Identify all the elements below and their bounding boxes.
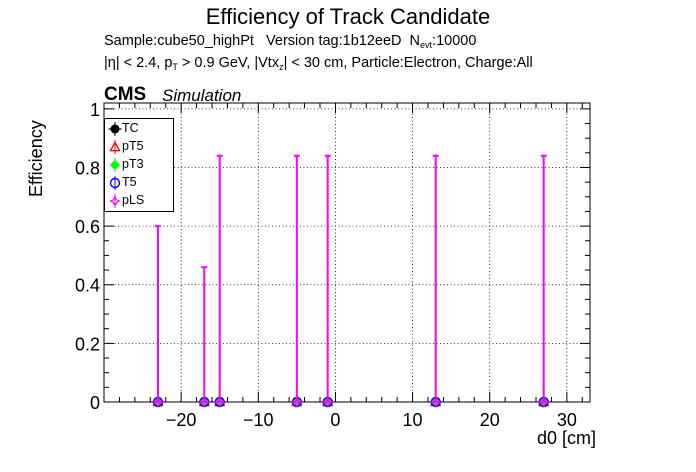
legend-entry-pt3: pT3 [105,156,175,174]
legend-label: TC [122,121,139,135]
y-tick-label: 0.2 [75,334,100,354]
marker-pls [109,195,121,207]
x-tick-label: 20 [480,410,500,430]
pt-subscript: T [172,62,178,72]
plot-frame [103,102,591,403]
selection-cuts: |η| < 2.4, pT > 0.9 GeV, |Vtxz| < 30 cm,… [104,55,533,72]
legend-entry-pt5: pT5 [105,138,175,156]
x-axis-title: d0 [cm] [536,428,596,448]
y-tick-label: 0.6 [75,217,100,237]
y-axis-title: Efficiency [26,120,46,197]
simulation-label: Simulation [162,86,242,105]
series-pls [152,154,550,408]
legend-label: pLS [122,193,145,207]
x-tick-label: 0 [330,410,340,430]
nevt-label: N [409,33,421,49]
vtx-subscript: z [279,62,284,72]
nevt-value: :10000 [432,33,477,49]
data-marks [151,154,551,408]
marker-pls [213,396,226,408]
version-tag: Version tag:1b12eeD [266,33,402,49]
y-tick-label: 1 [90,100,100,120]
legend-label: pT5 [122,139,144,153]
legend-label: T5 [122,175,137,189]
pt-cut: > 0.9 GeV, |Vtx [177,55,280,71]
legend-marker-icon [109,194,121,208]
marker-pls [152,396,164,408]
legend-marker-icon [109,158,121,172]
x-tick-label: −10 [243,410,274,430]
legend-entry-pls: pLS [105,192,175,210]
sample-info: Sample:cube50_highPt Version tag:1b12eeD… [104,33,476,50]
cms-label: CMS [104,84,147,105]
legend-entry-t5: T5 [105,174,175,192]
grid-lines [104,103,590,403]
y-tick-label: 0.8 [75,158,100,178]
chart-title: Efficiency of Track Candidate [205,4,491,29]
y-tick-label: 0.4 [75,276,100,296]
x-tick-label: −20 [166,410,197,430]
marker-pls [537,396,550,408]
legend-marker-icon [109,176,121,190]
x-tick-label: 10 [403,410,423,430]
legend-entry-tc: TC [105,120,175,138]
sample-name: Sample:cube50_highPt [104,33,254,49]
marker-pls [429,396,442,408]
marker-pls [198,396,211,408]
legend-marker-icon [109,140,121,154]
nevt-subscript: evt [420,40,433,50]
marker-pt3 [109,159,121,171]
y-tick-label: 0 [90,393,100,413]
marker-pls [290,396,303,408]
marker-pt5 [109,141,121,152]
marker-pls [321,396,334,408]
legend-marker-icon [108,122,122,136]
x-tick-label: 30 [557,410,577,430]
legend-label: pT3 [122,157,144,171]
cuts-rest: | < 30 cm, Particle:Electron, Charge:All [283,55,533,71]
axes: −20 −10 0 10 20 30 0 0.2 0.4 0.6 0.8 1 [75,100,591,430]
legend: TC pT5 pT3 T5 pLS [104,118,174,212]
eta-cut: |η| < 2.4, p [104,55,173,71]
marker-t5 [109,177,121,189]
